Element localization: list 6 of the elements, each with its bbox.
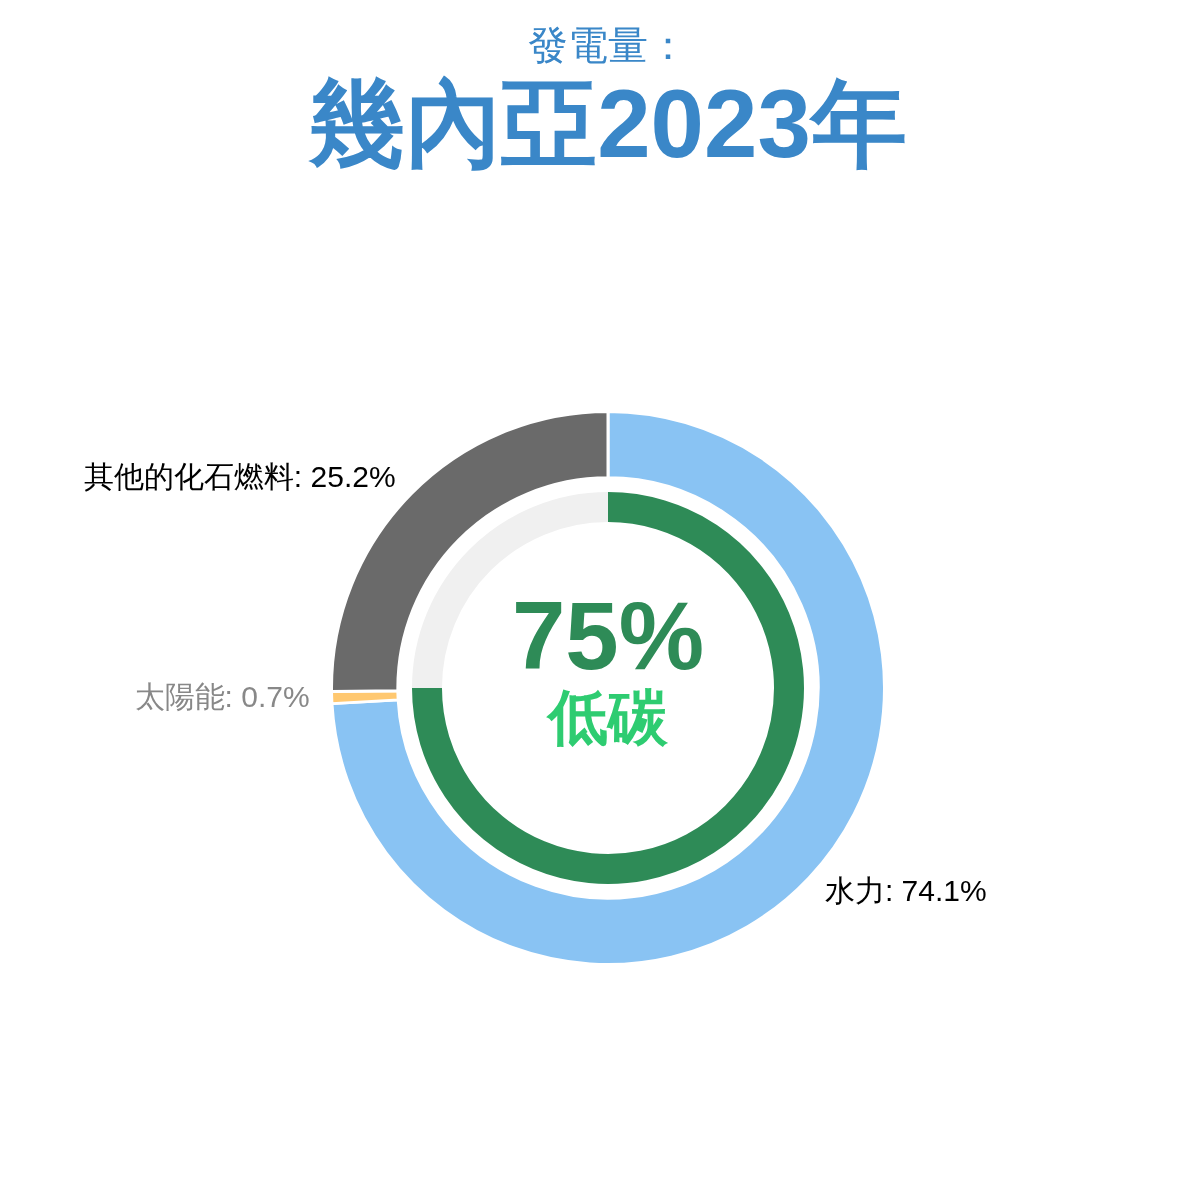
chart-title: 幾內亞2023年 — [308, 70, 907, 178]
slice-label: 太陽能: 0.7% — [134, 679, 310, 713]
slice-label: 低碳 — [546, 683, 669, 751]
slice-label: 其他的化石燃料: 25.2% — [83, 459, 396, 493]
slice-label: 水力: 74.1% — [824, 874, 987, 908]
chart-subtitle: 發電量： — [528, 23, 688, 68]
